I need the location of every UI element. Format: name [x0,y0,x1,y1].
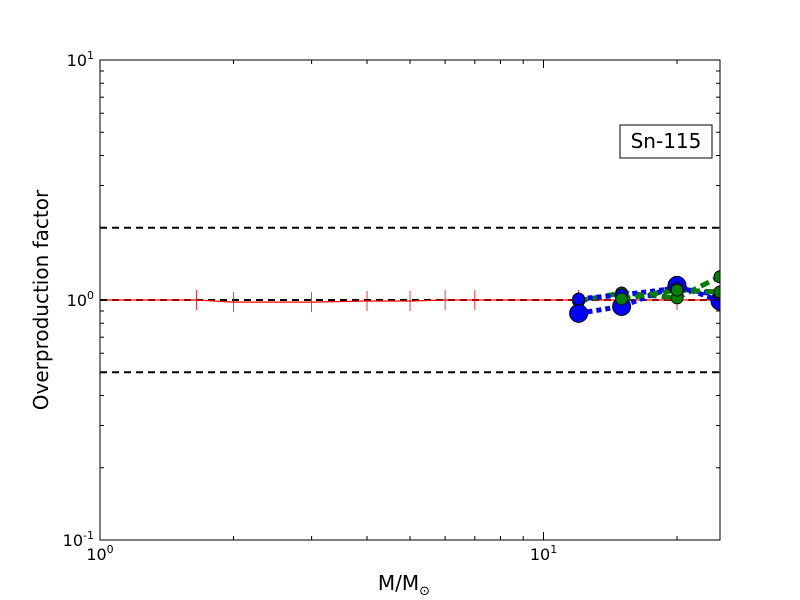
data-point-marker [572,292,586,306]
x-tick-label-base: 10 [530,545,550,564]
annotation-label: Sn-115 [631,129,702,153]
x-axis-label-text: M/M [378,571,419,595]
y-tick-label: 100 [67,289,94,310]
y-tick-label-exponent: -1 [83,529,94,542]
y-tick-label: 101 [67,49,94,70]
x-axis-label: M/M⊙ [378,571,430,599]
data-point-marker [713,270,720,284]
data-point-marker [615,292,629,306]
x-axis-label-subscript: ⊙ [419,584,430,599]
major-ticks [99,59,720,541]
y-tick-label-base: 10 [63,531,83,550]
x-tick-label-exponent: 0 [107,543,114,556]
y-tick-label-base: 10 [67,291,87,310]
y-tick-label-exponent: 0 [87,289,94,302]
x-tick-label: 101 [530,543,557,564]
data-point-marker [670,283,684,297]
data-point-marker [713,285,720,299]
data-point-marker [569,303,589,323]
series-line [578,282,720,316]
series-markers [100,270,720,323]
x-tick-label: 100 [86,543,113,564]
annotation-box [619,124,713,159]
y-tick-label-base: 10 [67,51,87,70]
x-tick-label-exponent: 1 [550,543,557,556]
isotope-annotation: Sn-115 [619,124,713,159]
y-tick-label: 10-1 [63,529,94,550]
y-axis-label: Overproduction factor [29,189,53,410]
y-tick-label-exponent: 1 [87,49,94,62]
x-tick-label-base: 10 [86,545,106,564]
